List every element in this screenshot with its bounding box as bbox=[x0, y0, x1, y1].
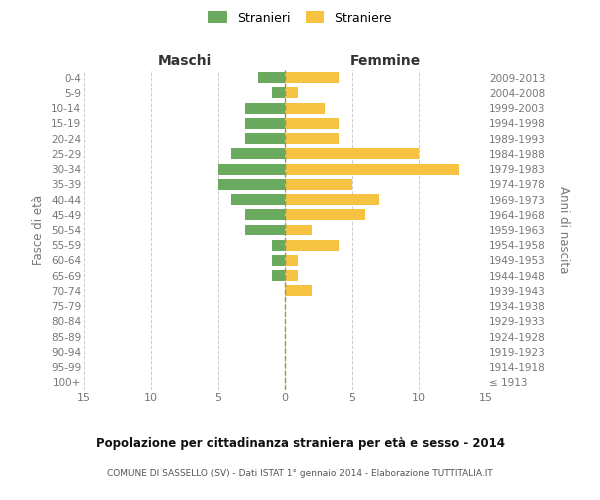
Bar bbox=[245, 210, 285, 220]
Bar bbox=[285, 224, 312, 235]
Bar bbox=[285, 72, 338, 83]
Text: Maschi: Maschi bbox=[157, 54, 212, 68]
Bar bbox=[272, 88, 285, 99]
Bar bbox=[285, 270, 298, 281]
Bar bbox=[285, 255, 298, 266]
Legend: Stranieri, Straniere: Stranieri, Straniere bbox=[203, 6, 397, 30]
Bar bbox=[285, 194, 379, 205]
Text: COMUNE DI SASSELLO (SV) - Dati ISTAT 1° gennaio 2014 - Elaborazione TUTTITALIA.I: COMUNE DI SASSELLO (SV) - Dati ISTAT 1° … bbox=[107, 469, 493, 478]
Bar bbox=[218, 179, 285, 190]
Bar bbox=[245, 102, 285, 114]
Bar bbox=[245, 133, 285, 144]
Bar bbox=[232, 148, 285, 160]
Bar bbox=[258, 72, 285, 83]
Text: Femmine: Femmine bbox=[350, 54, 421, 68]
Bar bbox=[285, 179, 352, 190]
Bar bbox=[285, 286, 312, 296]
Bar bbox=[272, 255, 285, 266]
Bar bbox=[285, 210, 365, 220]
Bar bbox=[285, 118, 338, 129]
Bar bbox=[285, 148, 419, 160]
Bar bbox=[232, 194, 285, 205]
Bar bbox=[245, 224, 285, 235]
Bar bbox=[218, 164, 285, 174]
Bar bbox=[285, 102, 325, 114]
Bar bbox=[272, 240, 285, 250]
Bar bbox=[272, 270, 285, 281]
Bar bbox=[285, 164, 459, 174]
Y-axis label: Anni di nascita: Anni di nascita bbox=[557, 186, 569, 274]
Text: Popolazione per cittadinanza straniera per età e sesso - 2014: Popolazione per cittadinanza straniera p… bbox=[95, 438, 505, 450]
Bar bbox=[285, 240, 338, 250]
Bar bbox=[285, 133, 338, 144]
Bar bbox=[245, 118, 285, 129]
Bar bbox=[285, 88, 298, 99]
Y-axis label: Fasce di età: Fasce di età bbox=[32, 195, 46, 265]
